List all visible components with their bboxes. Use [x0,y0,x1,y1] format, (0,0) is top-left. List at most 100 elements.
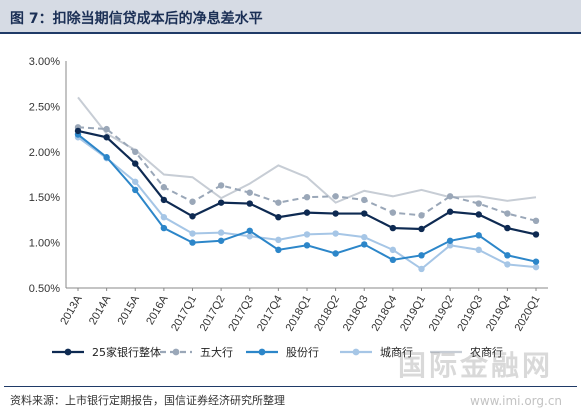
data-point-3 [217,229,225,236]
data-point-1 [275,199,282,206]
data-point-2 [361,241,368,248]
data-point-2 [504,252,511,259]
x-tick-label: 2017Q2 [198,294,228,334]
x-tick-label: 2016A [144,293,171,327]
data-point-3 [361,233,368,241]
data-point-1 [446,193,454,200]
data-point-3 [389,246,397,254]
data-point-0 [217,199,225,206]
watermark-logo: 国际金融网 [398,349,554,382]
data-point-0 [189,213,196,220]
x-tick-label: 2020Q1 [513,294,543,334]
y-tick-label: 2.00% [29,147,60,159]
data-point-0 [303,209,311,216]
y-tick-label: 2.50% [29,101,60,113]
data-point-0 [74,127,82,135]
data-point-0 [361,210,368,217]
data-point-2 [160,224,168,232]
data-point-2 [132,186,139,194]
data-point-3 [160,213,168,221]
data-point-2 [389,256,397,264]
x-tick-label: 2019Q4 [484,294,514,334]
data-point-2 [217,237,225,244]
x-tick-label: 2017Q3 [226,294,256,334]
y-tick-label: 3.00% [29,56,60,68]
data-point-3 [418,265,425,273]
legend-marker-1 [172,348,180,356]
data-point-0 [332,210,339,217]
legend-label-1: 五大行 [200,345,233,359]
data-point-0 [532,231,540,238]
data-point-0 [275,213,282,221]
data-point-1 [532,217,540,225]
x-tick-label: 2019Q1 [398,294,428,334]
data-point-2 [446,237,454,244]
data-point-2 [246,227,253,234]
data-point-2 [275,246,282,254]
data-point-2 [189,239,196,246]
data-point-2 [303,242,311,249]
data-point-1 [303,194,311,201]
data-point-3 [189,230,196,237]
watermark-url: www.imi.org.cn [470,394,563,408]
data-point-3 [475,246,482,254]
x-tick-label: 2017Q1 [169,294,199,334]
data-point-0 [103,134,110,141]
data-point-2 [103,154,110,161]
data-point-1 [132,148,139,155]
data-point-0 [446,208,454,215]
data-point-3 [504,261,511,268]
data-point-3 [532,263,540,271]
data-point-2 [332,250,339,257]
data-point-0 [475,211,482,218]
data-point-1 [217,182,225,189]
data-point-1 [332,193,339,200]
legend-label-4: 农商行 [470,345,503,359]
y-tick-label: 0.50% [29,283,60,295]
line-chart: 0.50% 1.00% 1.50% 2.00% 2.50% 3.00% 2013A 2014A… [29,56,548,359]
data-point-0 [418,225,425,233]
data-point-1 [418,212,425,219]
data-point-1 [103,125,110,133]
legend-marker-0 [64,348,72,356]
data-point-1 [160,184,168,191]
y-tick-label: 1.50% [29,192,60,204]
data-point-0 [504,224,511,232]
data-point-3 [303,231,311,238]
legend-marker-2 [258,348,266,356]
data-point-1 [389,209,397,216]
data-point-0 [246,200,253,207]
figure-title: 图 7：扣除当期信贷成本后的净息差水平 [10,11,263,27]
x-tick-label: 2019Q3 [455,294,485,334]
data-point-2 [475,232,482,239]
legend-label-3: 城商行 [380,345,413,359]
x-tick-label: 2018Q3 [341,294,371,334]
data-point-3 [132,178,139,185]
x-tick-label: 2019Q2 [427,294,457,334]
x-tick-label: 2018Q2 [312,294,342,334]
figure-title-bar: 图 7：扣除当期信贷成本后的净息差水平 [0,0,581,34]
x-tick-label: 2014A [87,293,114,327]
series-line-4 [77,96,537,204]
legend-marker-3 [352,348,360,356]
x-tick-label: 2015A [116,293,143,327]
series-line-0 [77,129,537,236]
x-tick-label: 2013A [58,293,85,327]
data-point-1 [475,200,482,207]
x-tick-label: 2018Q1 [284,294,314,334]
source-divider [4,386,577,387]
y-tick-label: 1.00% [29,238,60,250]
data-point-0 [389,224,397,232]
data-point-1 [189,198,196,205]
x-tick-label: 2017Q4 [255,294,285,334]
data-point-2 [418,252,425,259]
data-point-3 [446,242,454,249]
data-point-0 [132,160,139,167]
data-point-3 [275,236,282,244]
legend-label-2: 股份行 [286,346,319,359]
data-point-2 [532,258,540,265]
data-point-0 [160,196,168,204]
series-line-3 [77,136,537,271]
data-point-1 [361,196,368,204]
data-point-1 [504,210,511,217]
